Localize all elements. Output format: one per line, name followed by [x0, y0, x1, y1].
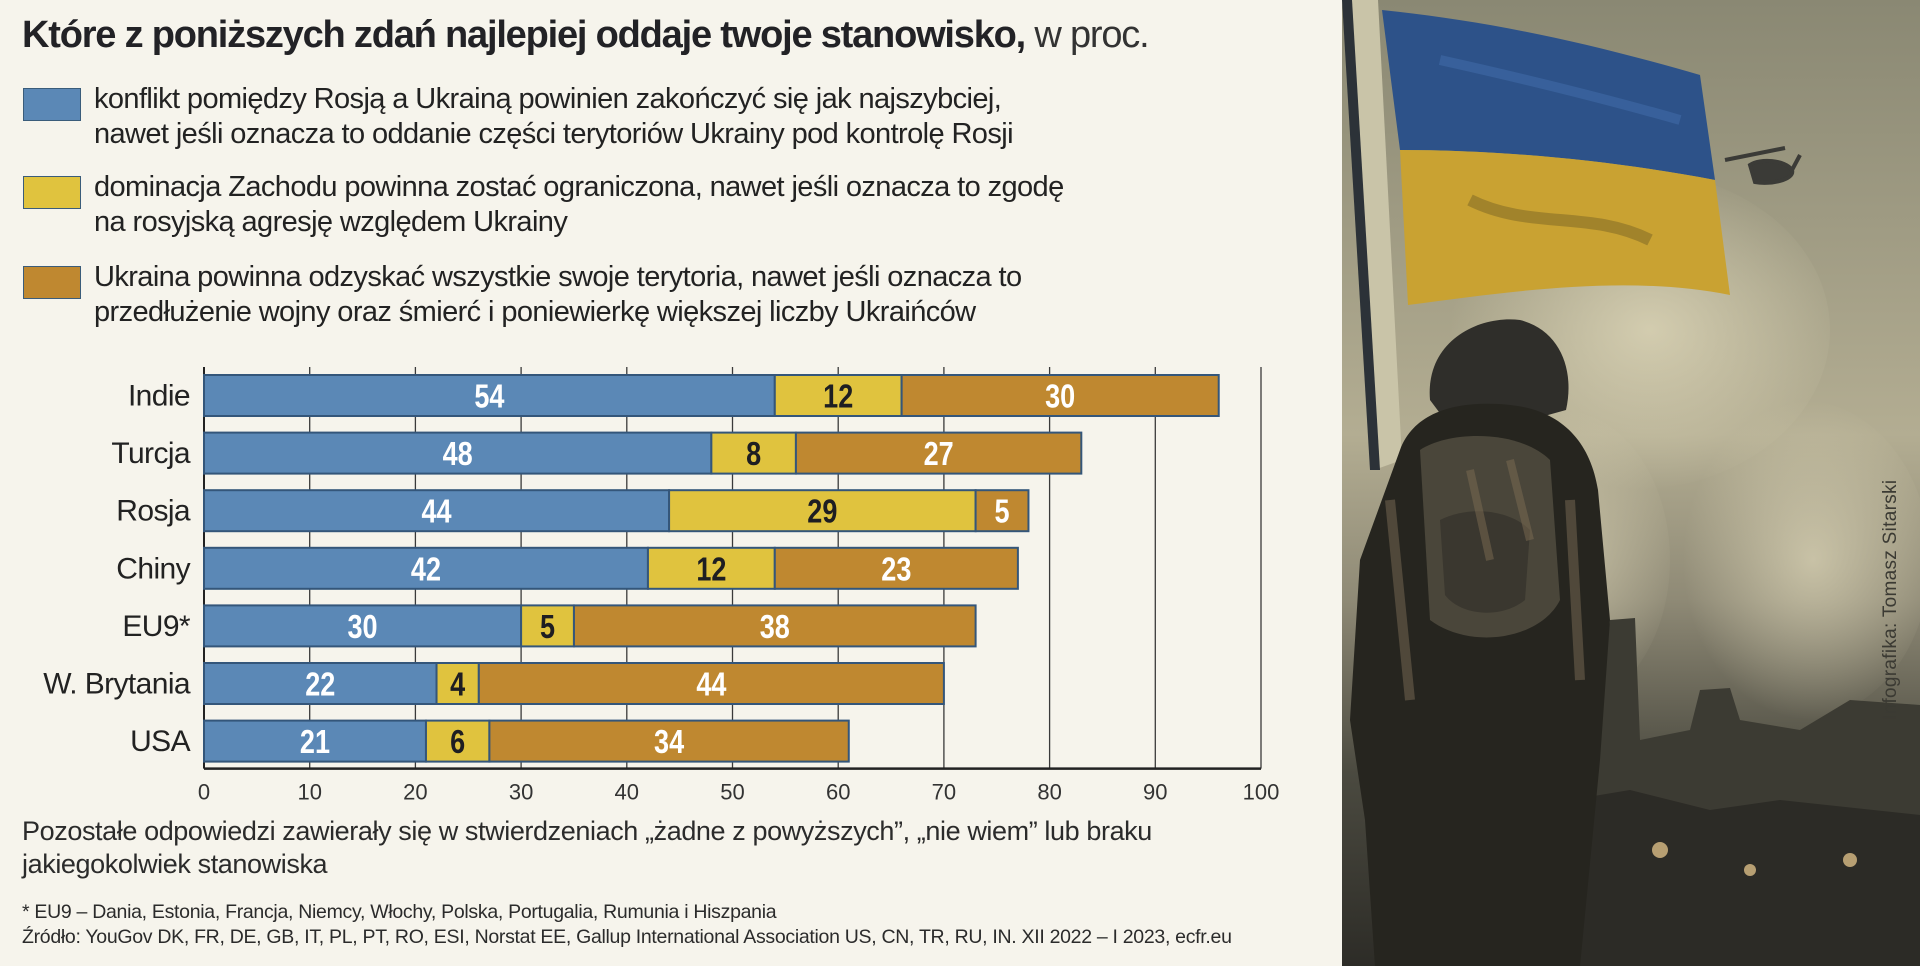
- bar-segment: [477, 662, 945, 705]
- data-label: 44: [421, 494, 451, 530]
- title-unit: w proc.: [1025, 14, 1149, 56]
- x-tick-label: 80: [1037, 780, 1061, 805]
- data-label: 34: [654, 725, 684, 761]
- title-main: Które z poniższych zdań najlepiej oddaje…: [22, 14, 1026, 56]
- bar-segment: [572, 604, 977, 648]
- bar-segment: [203, 719, 427, 763]
- data-label: 44: [696, 667, 726, 703]
- category-label: Turcja: [111, 437, 191, 470]
- soldier-flag-illustration: [1342, 0, 1920, 966]
- category-label: EU9*: [122, 610, 191, 643]
- x-tick-label: 20: [403, 780, 427, 805]
- eu9-footnote: * EU9 – Dania, Estonia, Francja, Niemcy,…: [22, 901, 777, 923]
- x-tick-label: 100: [1243, 780, 1280, 805]
- x-tick-label: 0: [198, 780, 210, 805]
- x-tick-label: 70: [932, 780, 956, 805]
- chart-title: Które z poniższych zdań najlepiej oddaje…: [22, 14, 1150, 57]
- data-label: 48: [443, 437, 473, 473]
- data-label: 6: [450, 725, 465, 761]
- chart-note: Pozostałe odpowiedzi zawierały się w stw…: [22, 816, 1152, 879]
- category-label: Rosja: [116, 495, 191, 528]
- data-label: 38: [760, 609, 790, 645]
- data-label: 12: [696, 552, 726, 588]
- illustration-credit: Infografika: Tomasz Sitarski: [1880, 479, 1901, 720]
- data-label: 29: [807, 494, 837, 530]
- data-label: 5: [540, 609, 555, 645]
- category-label: USA: [130, 725, 190, 758]
- data-label: 4: [450, 667, 465, 703]
- bar-segment: [424, 719, 491, 763]
- source-footnote: Źródło: YouGov DK, FR, DE, GB, IT, PL, P…: [22, 926, 1232, 948]
- legend-swatch-orange: [23, 266, 81, 299]
- legend-label: Ukraina powinna odzyskać wszystkie swoje…: [94, 261, 1022, 328]
- category-label: W. Brytania: [43, 668, 191, 701]
- data-label: 42: [411, 552, 441, 588]
- helicopter: [1724, 146, 1802, 185]
- bar-segment: [203, 546, 649, 590]
- data-label: 23: [881, 552, 911, 588]
- bar-segment: [203, 374, 776, 417]
- bar-segment: [773, 374, 903, 417]
- bar-segment: [773, 546, 1019, 590]
- data-label: 27: [924, 437, 954, 473]
- x-tick-label: 40: [615, 780, 639, 805]
- x-tick-label: 90: [1143, 780, 1167, 805]
- bar-segment: [794, 431, 1083, 475]
- x-tick-label: 30: [509, 780, 533, 805]
- data-label: 5: [995, 494, 1010, 530]
- data-label: 22: [305, 667, 335, 703]
- category-label: Chiny: [116, 552, 190, 585]
- flag-yellow: [1400, 150, 1730, 305]
- data-label: 21: [300, 725, 330, 761]
- x-tick-label: 10: [297, 780, 321, 805]
- legend-swatch-blue: [23, 88, 81, 121]
- bar-segment: [203, 662, 438, 705]
- bar-segment: [203, 431, 713, 475]
- data-label: 30: [348, 609, 378, 645]
- data-label: 12: [823, 379, 853, 415]
- data-label: 30: [1045, 379, 1075, 415]
- bar-segment: [488, 719, 850, 763]
- x-tick-label: 60: [826, 780, 850, 805]
- soldier-helmet: [1429, 319, 1569, 420]
- bar-segment: [974, 489, 1030, 533]
- x-tick-label: 50: [720, 780, 744, 805]
- legend-label: dominacja Zachodu powinna zostać ogranic…: [94, 171, 1064, 238]
- bar-segment: [900, 374, 1220, 417]
- data-label: 54: [474, 379, 504, 415]
- category-label: Indie: [128, 380, 190, 413]
- data-label: 8: [746, 437, 761, 473]
- legend-swatch-yellow: [23, 176, 81, 209]
- footnotes: * EU9 – Dania, Estonia, Francja, Niemcy,…: [22, 900, 1232, 950]
- flag-blue: [1382, 10, 1715, 180]
- bar-segment: [203, 604, 523, 648]
- legend-label: konflikt pomiędzy Rosją a Ukrainą powini…: [94, 83, 1014, 150]
